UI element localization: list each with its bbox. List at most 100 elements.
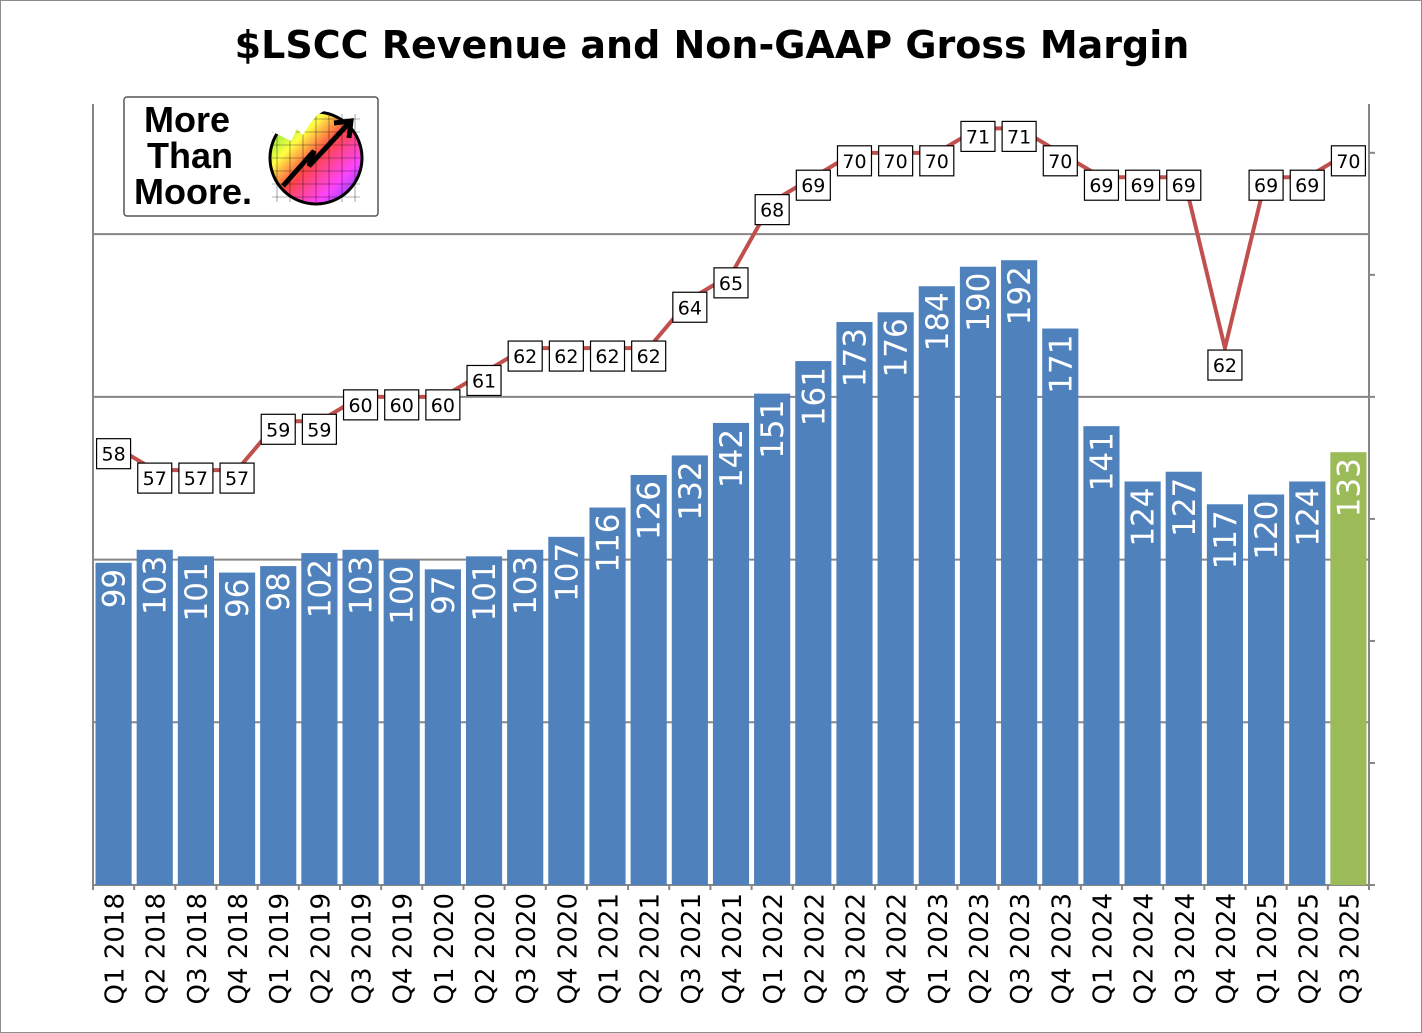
margin-label-box: [1125, 169, 1161, 201]
margin-data-label: 61: [466, 364, 502, 397]
bar-value-label: 124: [1290, 487, 1326, 546]
margin-label-box: [342, 389, 379, 421]
margin-label-box: [754, 194, 790, 226]
bar-q4-2024: [1206, 504, 1244, 885]
margin-label-box: [1042, 145, 1078, 177]
margin-label-text: 70: [1048, 151, 1072, 173]
bar-q2-2019: [301, 553, 338, 885]
margin-label-box: [1166, 169, 1202, 201]
bar-q2-2021: [630, 474, 667, 885]
x-tick-label: Q4 2021: [718, 893, 748, 1004]
x-tick-label: Q4 2019: [389, 893, 419, 1004]
bar-value-label: 171: [1043, 335, 1079, 394]
margin-label-text: 58: [101, 444, 125, 466]
bar-q4-2022: [877, 312, 914, 885]
margin-data-label: 64: [672, 291, 708, 323]
margin-data-label: 59: [260, 413, 296, 445]
bar-q1-2019: [260, 566, 297, 885]
margin-label-box: [507, 340, 543, 372]
margin-label-box: [1248, 169, 1284, 201]
margin-label-text: 64: [678, 297, 702, 319]
margin-label-text: 70: [925, 151, 949, 173]
margin-label-text: 62: [1213, 355, 1237, 377]
x-tick-label: Q1 2025: [1253, 893, 1283, 1004]
margin-label-box: [137, 462, 173, 494]
x-tick-label: Q3 2022: [841, 893, 871, 1004]
margin-label-text: 62: [513, 346, 537, 368]
margin-label-text: 71: [966, 126, 990, 148]
bar-value-label: 151: [755, 400, 791, 459]
bar-value-label: 120: [1249, 501, 1285, 560]
margin-label-text: 70: [1336, 151, 1360, 173]
margin-label-text: 60: [348, 395, 372, 417]
x-tick-label: Q2 2019: [306, 893, 336, 1004]
bar-q3-2018: [177, 556, 214, 885]
x-tick-label: Q1 2023: [924, 893, 954, 1004]
x-tick-label: Q2 2018: [142, 893, 172, 1004]
margin-label-box: [713, 267, 749, 299]
bar-value-label: 103: [344, 556, 380, 615]
margin-label-text: 62: [554, 346, 578, 368]
bar-q4-2019: [383, 559, 420, 885]
margin-label-text: 62: [637, 346, 661, 368]
x-tick-label: Q4 2024: [1212, 893, 1242, 1004]
margin-label-box: [672, 291, 708, 323]
x-tick-label: Q3 2018: [183, 893, 213, 1004]
margin-data-label: 60: [342, 389, 379, 421]
margin-label-box: [425, 389, 461, 421]
bar-q1-2022: [754, 393, 791, 885]
bar-value-label: 116: [591, 514, 627, 573]
margin-label-text: 68: [760, 200, 784, 222]
bar-q3-2021: [671, 455, 708, 885]
bar-value-label: 124: [1126, 487, 1162, 546]
bar-q1-2023: [918, 286, 955, 885]
x-tick-label: Q2 2021: [636, 893, 666, 1004]
margin-data-label: 65: [713, 267, 749, 299]
margin-data-label: 70: [1042, 145, 1078, 177]
margin-label-box: [878, 145, 914, 177]
bar-value-label: 127: [1167, 478, 1203, 537]
bar-q1-2021: [589, 507, 626, 885]
logo-bite: [269, 101, 331, 141]
margin-label-box: [384, 389, 420, 421]
bar-q1-2025: [1248, 494, 1285, 885]
x-tick-label: Q2 2022: [800, 893, 830, 1004]
logo-text-line: More: [144, 99, 230, 140]
margin-label-box: [178, 462, 214, 494]
margin-label-box: [1289, 169, 1325, 201]
x-tick-label: Q3 2020: [512, 893, 542, 1004]
margin-label-box: [589, 340, 626, 372]
margin-data-label: 69: [1248, 169, 1284, 201]
bar-value-label: 100: [385, 566, 421, 625]
margin-data-label: 60: [425, 389, 461, 421]
margin-data-label: 70: [878, 145, 914, 177]
bar-value-label: 99: [97, 569, 133, 608]
margin-label-text: 57: [143, 468, 167, 490]
x-tick-label: Q1 2024: [1088, 893, 1118, 1004]
bar-q1-2020: [424, 569, 461, 885]
bar-value-label: 192: [1002, 266, 1038, 325]
x-tick-label: Q1 2018: [101, 893, 131, 1004]
bar-value-label: 173: [837, 328, 873, 387]
x-tick-label: Q1 2019: [265, 893, 295, 1004]
x-tick-label: Q3 2023: [1006, 893, 1036, 1004]
x-tick-label: Q4 2022: [883, 893, 913, 1004]
margin-data-label: 68: [754, 194, 790, 226]
x-tick-label: Q4 2020: [553, 893, 583, 1004]
x-tick-label: Q3 2024: [1171, 893, 1201, 1004]
x-tick-label: Q2 2025: [1294, 893, 1324, 1004]
margin-data-label: 69: [1083, 169, 1120, 201]
margin-label-text: 71: [1007, 126, 1031, 148]
margin-data-label: 70: [919, 145, 955, 177]
margin-label-box: [919, 145, 955, 177]
margin-label-text: 60: [431, 395, 455, 417]
margin-label-text: 70: [842, 151, 866, 173]
x-tick-label: Q2 2024: [1130, 893, 1160, 1004]
margin-label-text: 70: [884, 151, 908, 173]
logo-arrowhead-icon: [333, 118, 354, 139]
margin-data-label: 69: [1166, 169, 1202, 201]
margin-label-text: 62: [595, 346, 619, 368]
bar-q2-2022: [795, 361, 832, 885]
